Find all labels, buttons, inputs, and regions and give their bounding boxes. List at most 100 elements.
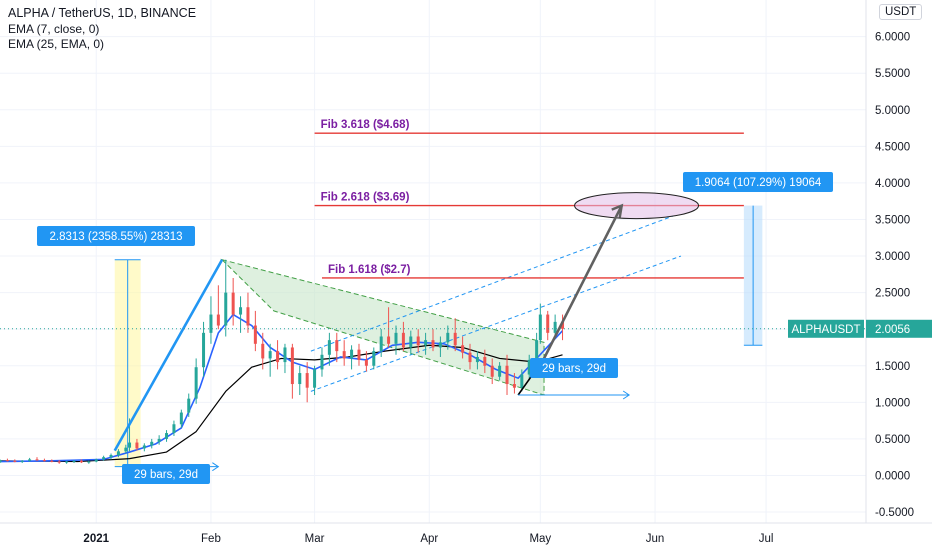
measure-label-box <box>37 226 195 246</box>
time-axis-tick-label: May <box>529 533 551 545</box>
candle-body <box>50 460 54 462</box>
candle-body <box>87 461 91 463</box>
candle-body <box>364 359 368 366</box>
candle-body <box>42 460 46 462</box>
candle-body <box>416 336 420 346</box>
time-axis-tick-label: 2021 <box>83 533 109 545</box>
candle-body <box>28 459 32 461</box>
candle-body <box>520 374 524 388</box>
candle-body <box>142 445 146 449</box>
impulse-leg-one <box>113 259 224 452</box>
drawing-layer-back: Fib 1.618 ($2.7) Fib 2.618 ($3.69) Fib 3.6… <box>114 119 763 467</box>
indicator-ema-slow[interactable]: EMA (25, EMA, 0) <box>8 37 105 51</box>
candle-body <box>298 373 302 385</box>
ascending-channel-lower <box>310 255 682 392</box>
price-axis-tick-label: 4.0000 <box>875 178 910 190</box>
candle-body <box>35 459 39 461</box>
candle-body <box>498 365 502 377</box>
time-axis-tick-label: Jul <box>759 533 774 545</box>
time-span-arrow-two-head <box>622 390 631 400</box>
candle-body <box>65 461 69 463</box>
candle-body <box>409 336 413 348</box>
price-axis-tick-label: 1.0000 <box>875 397 910 409</box>
price-axis-tick-label: 0.0000 <box>875 470 910 482</box>
drawing-layer-front: 2.8313 (2358.55%) 28313 1.9064 (107.29%) … <box>37 172 833 484</box>
fib-label: Fib 3.618 ($4.68) <box>321 119 410 131</box>
candle-body <box>290 347 294 385</box>
time-axis-tick-label: Apr <box>420 533 438 545</box>
candle-body <box>72 460 76 462</box>
time-axis-tick-label: Mar <box>305 533 325 545</box>
candle-body <box>216 314 220 326</box>
measure-label-text: 29 bars, 29d <box>134 469 198 481</box>
candle-body <box>165 433 169 439</box>
candle-body <box>505 365 509 385</box>
time-span-arrow-one-head <box>212 462 220 472</box>
candle-body <box>150 441 154 446</box>
candle-body <box>79 460 83 463</box>
candle-body <box>357 349 361 360</box>
ema-slow-line <box>0 344 563 463</box>
candle-body <box>431 340 435 348</box>
candle-body <box>394 332 398 344</box>
projection-line <box>542 204 623 360</box>
price-axis-tick-label: 3.5000 <box>875 214 910 226</box>
candle-body <box>335 340 339 352</box>
measure-label-text: 29 bars, 29d <box>542 363 606 375</box>
candle-body <box>187 398 191 413</box>
symbol-badge-text: ALPHAUSDT <box>791 324 860 336</box>
candle-body <box>538 314 542 341</box>
candle-body <box>468 352 472 363</box>
price-axis-tick-label: 1.5000 <box>875 361 910 373</box>
candle-body <box>102 457 106 460</box>
candle-body <box>320 354 324 370</box>
price-axis-tick-label: 3.0000 <box>875 251 910 263</box>
last-price-badge-text: 2.0056 <box>875 324 910 336</box>
candle-body <box>128 442 132 448</box>
candle-body <box>0 460 2 463</box>
candle-body <box>461 345 465 353</box>
candle-body <box>57 461 61 463</box>
candle-body <box>512 384 516 388</box>
price-axis-tick-label: 6.0000 <box>875 32 910 44</box>
fib-label: Fib 1.618 ($2.7) <box>328 264 411 276</box>
price-axis-tick-label: 5.0000 <box>875 105 910 117</box>
candle-body <box>194 367 198 399</box>
candle-body <box>202 332 206 368</box>
fib-label: Fib 2.618 ($3.69) <box>321 192 410 204</box>
price-axis-tick-label: 4.5000 <box>875 141 910 153</box>
candle-body <box>350 349 354 359</box>
candle-body <box>261 343 265 359</box>
candle-body <box>276 351 280 363</box>
candle-body <box>172 424 176 434</box>
time-axis-tick-label: Feb <box>201 533 221 545</box>
symbol-badge <box>788 319 864 338</box>
candle-body <box>20 460 24 462</box>
target-ellipse <box>574 192 700 220</box>
measure-label-text: 1.9064 (107.29%) 19064 <box>695 177 822 189</box>
candle-body <box>231 292 235 315</box>
candle-body <box>490 365 494 377</box>
candle-body <box>246 307 250 326</box>
candle-body <box>453 332 457 346</box>
currency-badge[interactable]: USDT <box>879 4 923 20</box>
measure-label-box <box>122 464 210 484</box>
candle-body <box>327 340 331 355</box>
candle-body <box>527 359 531 375</box>
candle-body <box>209 314 213 333</box>
candle-body <box>546 314 550 333</box>
ascending-channel-upper <box>310 215 674 352</box>
candle-body <box>239 307 243 315</box>
candle-body <box>268 351 272 359</box>
candle-body <box>157 438 161 442</box>
projection-arrowhead <box>611 203 624 218</box>
indicator-ema-fast[interactable]: EMA (7, close, 0) <box>8 22 100 36</box>
price-axis-tick-label: 5.5000 <box>875 68 910 80</box>
last-price-badge <box>866 319 932 338</box>
candle-body <box>5 460 9 462</box>
measure-label-box <box>530 358 618 378</box>
candle-body <box>94 459 98 462</box>
